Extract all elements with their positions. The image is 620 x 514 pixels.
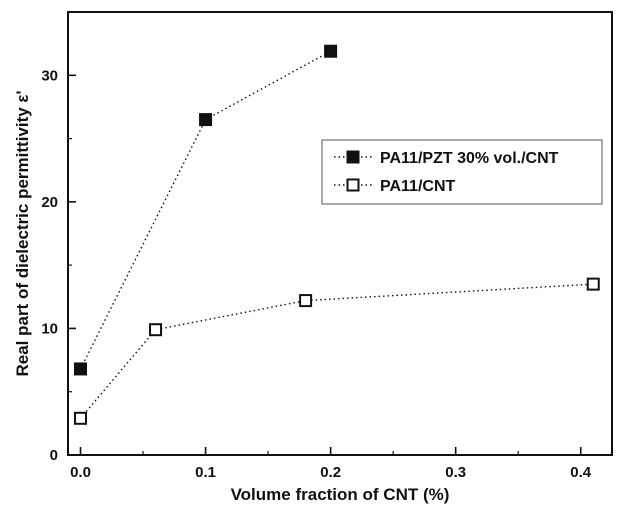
data-point-series-1 xyxy=(74,362,88,376)
series-lines xyxy=(79,50,594,419)
x-tick-label: 0.1 xyxy=(195,464,216,481)
data-point-series-2 xyxy=(299,294,313,308)
y-axis: 0 10 20 30 xyxy=(41,67,76,464)
x-tick-label: 0.0 xyxy=(70,464,91,481)
x-axis: 0.0 0.1 0.2 0.3 0.4 xyxy=(70,447,592,481)
series-line-2 xyxy=(79,283,594,419)
series-line-1 xyxy=(79,50,331,370)
legend: PA11/PZT 30% vol./CNT PA11/CNT xyxy=(321,139,603,205)
plot-frame xyxy=(67,11,613,456)
legend-box xyxy=(321,139,603,205)
data-point-series-1 xyxy=(324,44,338,58)
legend-label: PA11/PZT 30% vol./CNT xyxy=(380,150,559,167)
data-point-series-2 xyxy=(586,277,600,291)
x-axis-title: Volume fraction of CNT (%) xyxy=(231,485,450,504)
y-axis-title: Real part of dielectric permittivity ε' xyxy=(13,90,32,376)
y-tick-label: 30 xyxy=(41,67,58,84)
x-tick-label: 0.4 xyxy=(570,464,592,481)
legend-marker xyxy=(346,178,360,192)
x-tick-label: 0.2 xyxy=(320,464,341,481)
legend-marker xyxy=(346,150,360,164)
data-point-series-2 xyxy=(74,411,88,425)
data-point-series-1 xyxy=(199,113,213,127)
data-point-series-2 xyxy=(149,323,163,337)
legend-label: PA11/CNT xyxy=(380,178,456,195)
x-tick-label: 0.3 xyxy=(445,464,466,481)
y-tick-label: 20 xyxy=(41,194,58,211)
series-markers xyxy=(74,44,600,425)
y-tick-label: 0 xyxy=(50,447,58,464)
y-tick-label: 10 xyxy=(41,320,58,337)
